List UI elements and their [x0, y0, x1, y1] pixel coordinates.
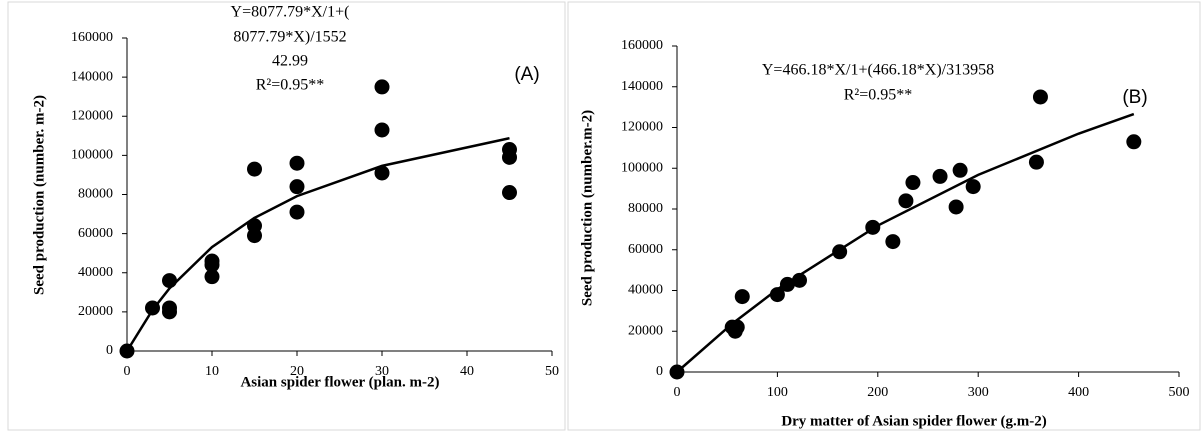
data-point [145, 300, 160, 316]
y-tick-label: 80000 [628, 201, 663, 216]
data-point [729, 319, 745, 335]
y-axis-label: Seed production (number. m-2) [31, 95, 47, 295]
data-point [204, 269, 220, 285]
equation-text: 42.99 [272, 53, 308, 70]
fit-line [676, 112, 1135, 373]
data-point [374, 165, 390, 181]
data-point [289, 179, 305, 195]
data-point [669, 364, 685, 380]
y-tick-label: 40000 [78, 265, 113, 280]
x-axis-label: Asian spider flower (plan. m-2) [240, 374, 439, 390]
x-tick-label: 40 [460, 364, 474, 379]
data-point [289, 204, 305, 220]
x-tick-label: 10 [205, 364, 219, 379]
panel-frame [567, 1, 1201, 431]
data-point [779, 276, 795, 292]
data-point [734, 289, 750, 305]
y-tick-label: 160000 [71, 30, 113, 45]
x-tick-label: 100 [767, 385, 788, 400]
data-point [119, 343, 135, 359]
data-point [374, 79, 390, 95]
x-tick-label: 300 [968, 385, 989, 400]
y-tick-label: 60000 [628, 242, 663, 257]
y-tick-label: 80000 [78, 187, 113, 202]
data-point [905, 175, 921, 191]
y-tick-label: 140000 [71, 69, 113, 84]
data-point [247, 161, 262, 177]
data-point [162, 273, 177, 289]
fit-line [125, 136, 510, 352]
data-point [247, 228, 262, 244]
y-tick-label: 20000 [628, 323, 663, 338]
data-point [952, 162, 968, 178]
data-point [1028, 154, 1044, 170]
x-tick-label: 30 [375, 364, 389, 379]
x-tick-label: 20 [290, 364, 304, 379]
y-tick-label: 100000 [71, 148, 113, 163]
panel-label: (A) [514, 64, 539, 85]
data-point [865, 219, 881, 235]
data-point [932, 168, 948, 184]
panel-frame [7, 1, 566, 431]
data-point [204, 257, 220, 273]
y-tick-label: 60000 [78, 226, 113, 241]
y-tick-label: 0 [656, 364, 663, 379]
equation-text: R²=0.95** [256, 77, 325, 94]
data-point [162, 304, 177, 320]
y-axis-label: Seed production (number.m-2) [579, 110, 595, 306]
y-tick-label: 120000 [71, 108, 113, 123]
data-point [502, 149, 517, 165]
data-point [965, 179, 981, 195]
data-point [948, 199, 964, 215]
x-tick-label: 400 [1068, 385, 1089, 400]
y-tick-label: 120000 [621, 120, 663, 135]
x-tick-label: 0 [124, 364, 131, 379]
x-tick-label: 50 [545, 364, 559, 379]
equation-text: R²=0.95** [844, 87, 913, 104]
data-point [791, 272, 807, 288]
equation-text: 8077.79*X)/1552 [233, 29, 346, 46]
y-tick-label: 160000 [621, 38, 663, 53]
data-point [1126, 134, 1142, 150]
y-tick-label: 140000 [621, 79, 663, 94]
data-point [1032, 89, 1048, 105]
equation-text: Y=8077.79*X/1+( [231, 4, 350, 21]
y-tick-label: 100000 [621, 160, 663, 175]
data-point [769, 287, 785, 303]
panel-label: (B) [1122, 87, 1147, 108]
y-tick-label: 20000 [78, 304, 113, 319]
equation-text: Y=466.18*X/1+(466.18*X)/313958 [762, 62, 994, 79]
x-axis-label: Dry matter of Asian spider flower (g.m-2… [781, 413, 1046, 429]
data-point [898, 193, 914, 209]
data-point [502, 185, 517, 201]
x-tick-label: 200 [867, 385, 888, 400]
data-point [832, 244, 848, 260]
x-tick-label: 500 [1169, 385, 1190, 400]
data-point [289, 155, 305, 171]
data-point [885, 234, 901, 250]
data-point [374, 122, 390, 138]
y-tick-label: 40000 [628, 283, 663, 298]
x-tick-label: 0 [674, 385, 681, 400]
y-tick-label: 0 [106, 343, 113, 358]
